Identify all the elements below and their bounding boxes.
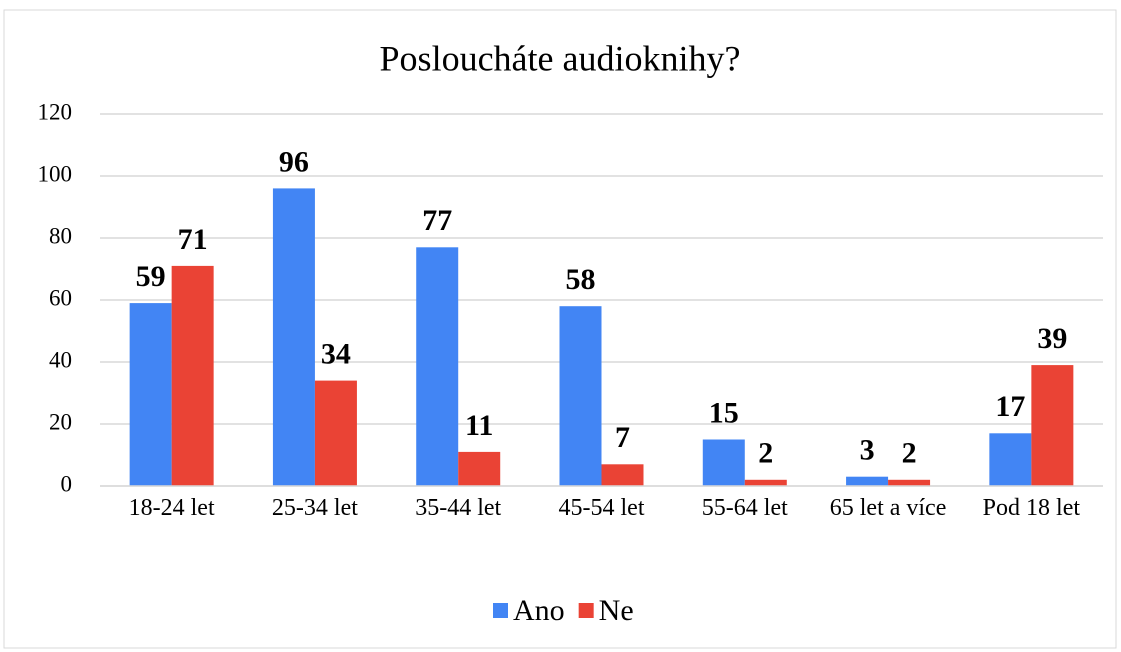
x-tick-label: 55-64 let	[701, 495, 788, 521]
y-tick-label: 80	[49, 223, 72, 248]
bar	[1031, 365, 1074, 486]
data-label: 2	[902, 437, 917, 470]
data-label: 77	[422, 204, 452, 237]
data-label: 59	[136, 260, 166, 293]
data-label: 34	[321, 337, 351, 370]
data-label: 3	[860, 434, 875, 467]
legend-swatch	[493, 603, 508, 618]
x-tick-label: 65 let a více	[829, 495, 947, 521]
y-tick-label: 120	[38, 99, 73, 124]
data-label: 58	[566, 263, 596, 296]
bar	[314, 380, 357, 486]
data-label: 11	[465, 409, 493, 442]
data-label: 15	[709, 396, 739, 429]
data-label: 96	[279, 145, 309, 178]
bar	[744, 479, 787, 486]
data-label: 39	[1037, 322, 1067, 355]
x-tick-label: 45-54 let	[558, 495, 645, 521]
bar	[129, 303, 172, 486]
bar	[601, 464, 644, 486]
data-label: 2	[758, 437, 773, 470]
bar	[559, 306, 602, 486]
x-tick-label: 25-34 let	[271, 495, 358, 521]
bar	[989, 433, 1032, 486]
bar	[458, 451, 501, 486]
bar	[846, 476, 889, 486]
chart-title: Posloucháte audioknihy?	[380, 38, 741, 78]
y-tick-label: 40	[49, 347, 72, 372]
data-label: 71	[178, 223, 208, 256]
y-tick-label: 20	[49, 409, 72, 434]
bar	[171, 265, 214, 486]
legend-label: Ne	[599, 594, 634, 627]
x-tick-label: Pod 18 let	[982, 495, 1081, 521]
legend-label: Ano	[513, 594, 565, 627]
data-label: 17	[995, 390, 1025, 423]
data-label: 7	[615, 421, 630, 454]
bar	[702, 439, 745, 486]
x-tick-label: 35-44 let	[415, 495, 502, 521]
bar	[888, 479, 931, 486]
bar	[272, 188, 315, 486]
y-tick-label: 0	[61, 471, 73, 496]
y-tick-label: 60	[49, 285, 72, 310]
y-tick-label: 100	[38, 161, 73, 186]
bar	[416, 247, 459, 486]
legend-swatch	[578, 603, 594, 618]
x-tick-label: 18-24 let	[128, 495, 215, 521]
